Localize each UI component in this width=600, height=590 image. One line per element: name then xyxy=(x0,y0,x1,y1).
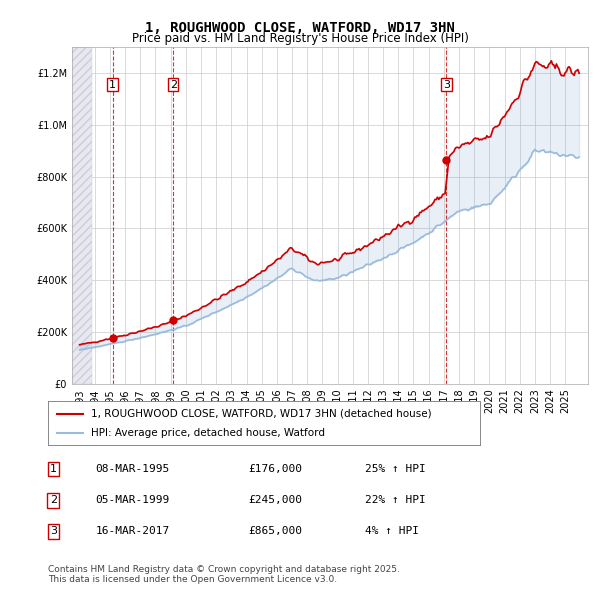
Text: 1, ROUGHWOOD CLOSE, WATFORD, WD17 3HN (detached house): 1, ROUGHWOOD CLOSE, WATFORD, WD17 3HN (d… xyxy=(91,409,432,418)
Text: 25% ↑ HPI: 25% ↑ HPI xyxy=(365,464,425,474)
Text: 2: 2 xyxy=(50,496,57,505)
Text: 3: 3 xyxy=(443,80,450,90)
Text: 1: 1 xyxy=(109,80,116,90)
Text: £865,000: £865,000 xyxy=(248,526,302,536)
Text: 1, ROUGHWOOD CLOSE, WATFORD, WD17 3HN: 1, ROUGHWOOD CLOSE, WATFORD, WD17 3HN xyxy=(145,21,455,35)
Text: 2: 2 xyxy=(170,80,177,90)
Text: £176,000: £176,000 xyxy=(248,464,302,474)
Text: 4% ↑ HPI: 4% ↑ HPI xyxy=(365,526,419,536)
Text: £245,000: £245,000 xyxy=(248,496,302,505)
Text: Price paid vs. HM Land Registry's House Price Index (HPI): Price paid vs. HM Land Registry's House … xyxy=(131,32,469,45)
Text: 16-MAR-2017: 16-MAR-2017 xyxy=(95,526,170,536)
Text: 08-MAR-1995: 08-MAR-1995 xyxy=(95,464,170,474)
Text: 05-MAR-1999: 05-MAR-1999 xyxy=(95,496,170,505)
Text: 22% ↑ HPI: 22% ↑ HPI xyxy=(365,496,425,505)
Text: 1: 1 xyxy=(50,464,57,474)
Text: Contains HM Land Registry data © Crown copyright and database right 2025.
This d: Contains HM Land Registry data © Crown c… xyxy=(48,565,400,584)
Bar xyxy=(72,47,92,384)
Text: 3: 3 xyxy=(50,526,57,536)
Text: HPI: Average price, detached house, Watford: HPI: Average price, detached house, Watf… xyxy=(91,428,325,438)
